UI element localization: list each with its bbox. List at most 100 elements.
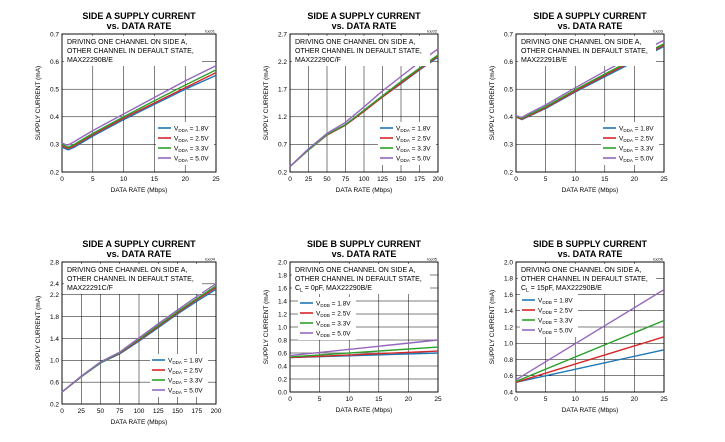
legend-rest: = 3.3V xyxy=(188,145,209,152)
chart-subtitle: vs. DATA RATE xyxy=(332,249,397,259)
y-tick-label: 1.2 xyxy=(278,114,287,121)
legend-v: V xyxy=(396,155,401,162)
x-tick-label: 10 xyxy=(572,176,580,183)
annotation-text: DRIVING ONE CHANNEL ON SIDE A, xyxy=(521,267,641,274)
series-line xyxy=(61,283,217,393)
y-tick-label: 0.7 xyxy=(278,142,287,149)
chart-code-label: toc02 xyxy=(427,29,438,34)
legend-entry: VDDA = 3.3V xyxy=(396,145,431,153)
annotation-text: CL = 15pF, MAX22290B/E xyxy=(521,285,602,294)
legend-sub: DDA xyxy=(172,370,182,375)
y-tick-label: 0.2 xyxy=(50,169,59,176)
y-tick-label: 2.2 xyxy=(278,59,287,66)
plot-frame xyxy=(289,261,439,393)
annotation-text: DRIVING ONE CHANNEL ON SIDE A, xyxy=(295,39,415,46)
legend-v: V xyxy=(538,307,543,314)
legend-sub: DDB xyxy=(320,333,330,338)
y-tick-label: 1.0 xyxy=(504,341,513,348)
y-tick-label: 1.8 xyxy=(504,276,513,283)
legend-entry: VDDB = 1.8V xyxy=(538,297,573,305)
y-tick-label: 1.6 xyxy=(278,285,287,292)
legend-v: V xyxy=(396,145,401,152)
x-tick-label: 200 xyxy=(433,176,444,183)
plot-frame xyxy=(515,261,665,393)
legend-v: V xyxy=(174,135,179,142)
chart-subtitle: vs. DATA RATE xyxy=(558,249,623,259)
annotation-backing xyxy=(64,264,202,294)
chart-subtitle: vs. DATA RATE xyxy=(107,21,172,31)
chart-title: SIDE B SUPPLY CURRENT xyxy=(307,239,422,249)
legend-sub: DDA xyxy=(172,360,182,365)
legend-entry: VDDA = 3.3V xyxy=(168,377,203,385)
annotation-text: DRIVING ONE CHANNEL ON SIDE A, xyxy=(521,39,641,46)
x-tick-label: 25 xyxy=(660,396,668,403)
annotation-text: DRIVING ONE CHANNEL ON SIDE A, xyxy=(67,267,187,274)
legend-v: V xyxy=(174,155,179,162)
chart-subtitle: vs. DATA RATE xyxy=(332,21,397,31)
x-tick-label: 100 xyxy=(134,408,145,415)
plot-frame xyxy=(515,33,665,173)
legend-rest: = 5.0V xyxy=(410,155,431,162)
y-tick-label: 0.2 xyxy=(50,401,59,408)
chart-code-label: toc04 xyxy=(205,257,216,262)
x-tick-label: 5 xyxy=(544,396,548,403)
y-tick-label: 0.5 xyxy=(504,87,513,94)
x-tick-label: 20 xyxy=(405,396,413,403)
legend-sub: DDB xyxy=(542,310,552,315)
legend-entry: VDDA = 2.5V xyxy=(619,135,654,143)
legend-entry: VDDB = 2.5V xyxy=(316,310,351,318)
annotation-text: DRIVING ONE CHANNEL ON SIDE A, xyxy=(67,39,187,46)
series-line xyxy=(61,69,217,148)
legend-v: V xyxy=(396,135,401,142)
x-tick-label: 0 xyxy=(60,408,64,415)
y-tick-label: 0.3 xyxy=(504,142,513,149)
y-tick-label: 2.2 xyxy=(50,292,59,299)
y-axis-label: SUPPLY CURRENT (mA) xyxy=(489,66,496,140)
legend-rest: = 3.3V xyxy=(410,145,431,152)
chart-title: SIDE A SUPPLY CURRENT xyxy=(307,11,421,21)
legend-rest: = 1.8V xyxy=(552,297,573,304)
series-line xyxy=(289,339,439,357)
legend-v: V xyxy=(619,155,624,162)
legend-entry: VDDA = 2.5V xyxy=(396,135,431,143)
plot-frame xyxy=(289,33,439,173)
legend-entry: VDDA = 1.8V xyxy=(619,125,654,133)
legend-rest: = 2.5V xyxy=(182,367,203,374)
legend-v: V xyxy=(316,300,321,307)
annotation-c: C xyxy=(521,285,526,292)
legend-rest: = 2.5V xyxy=(552,307,573,314)
y-tick-label: 1.7 xyxy=(278,87,287,94)
series-line xyxy=(289,54,439,168)
series-line xyxy=(289,350,439,359)
legend-rest: = 2.5V xyxy=(633,135,654,142)
y-tick-label: 1.6 xyxy=(504,292,513,299)
legend-entry: VDDA = 5.0V xyxy=(168,387,203,395)
annotation-text: MAX22290B/E xyxy=(67,57,113,64)
y-tick-label: 2.0 xyxy=(504,259,513,266)
y-tick-label: 0.4 xyxy=(504,389,513,396)
legend-entry: VDDA = 3.3V xyxy=(619,145,654,153)
legend-entry: VDDA = 2.5V xyxy=(174,135,209,143)
legend-sub: DDA xyxy=(400,138,410,143)
series-line xyxy=(515,289,665,381)
legend-sub: DDA xyxy=(623,128,633,133)
legend-v: V xyxy=(316,330,321,337)
chart-code-label: toc03 xyxy=(653,29,664,34)
legend-sub: DDB xyxy=(320,303,330,308)
legend-entry: VDDA = 1.8V xyxy=(168,357,203,365)
chart-title: SIDE A SUPPLY CURRENT xyxy=(533,11,647,21)
annotation-c: C xyxy=(295,285,300,292)
annotation-backing xyxy=(64,36,202,66)
y-tick-label: 0.6 xyxy=(504,373,513,380)
x-tick-label: 25 xyxy=(434,396,442,403)
x-tick-label: 0 xyxy=(514,396,518,403)
x-tick-label: 100 xyxy=(359,176,370,183)
legend-entry: VDDA = 3.3V xyxy=(174,145,209,153)
legend-entry: VDDB = 2.5V xyxy=(538,307,573,315)
x-tick-label: 25 xyxy=(78,408,86,415)
legend-rest: = 3.3V xyxy=(552,317,573,324)
legend-rest: = 5.0V xyxy=(552,327,573,334)
legend-entry: VDDA = 5.0V xyxy=(174,155,209,163)
